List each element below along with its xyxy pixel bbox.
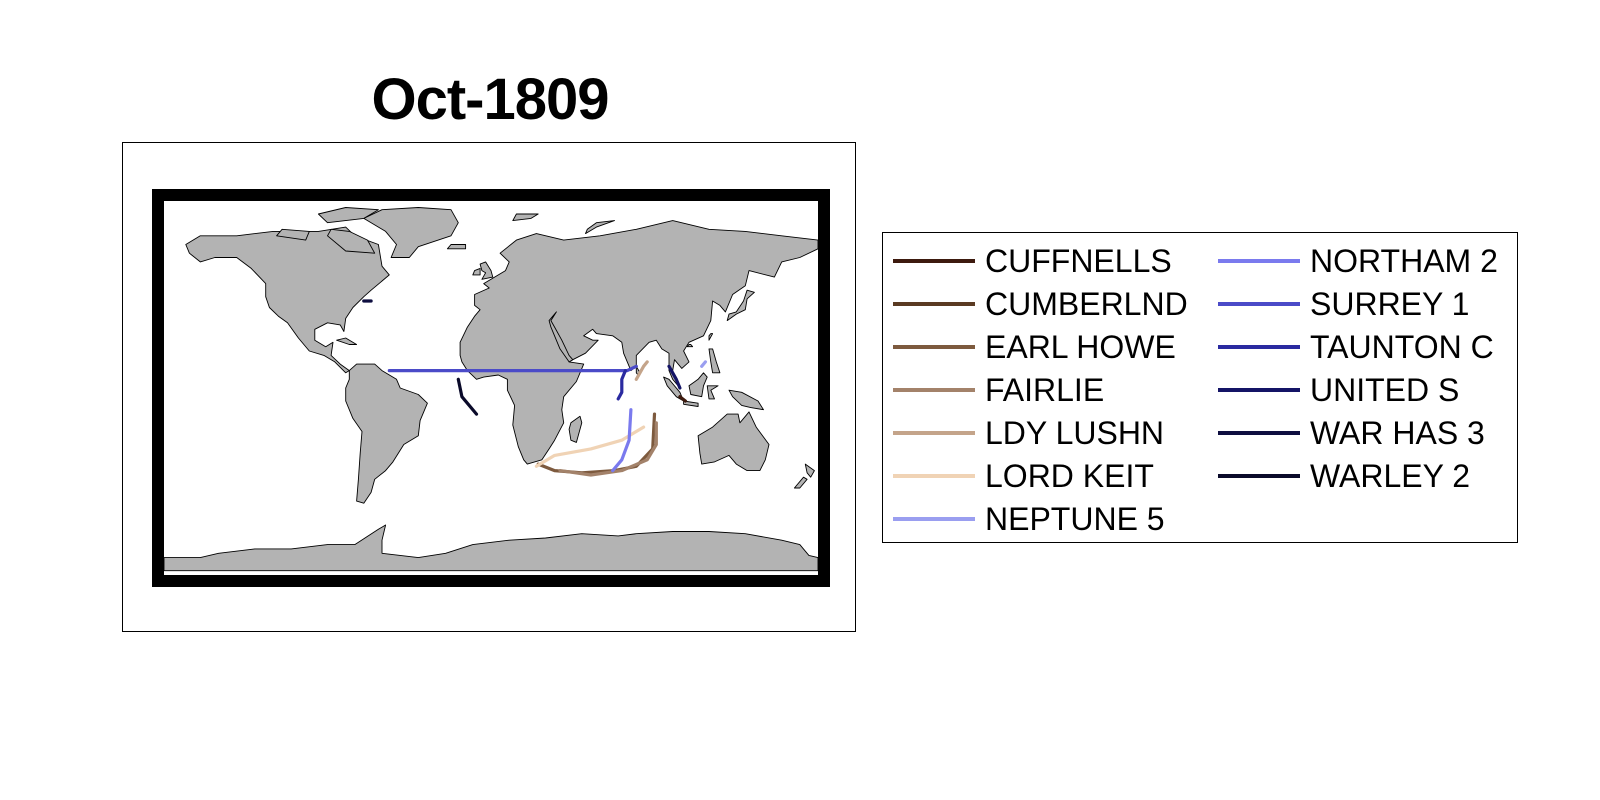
legend-swatch bbox=[893, 516, 975, 521]
land-antarctica bbox=[163, 524, 819, 572]
land-madagascar bbox=[568, 415, 583, 443]
route-warley-2 bbox=[456, 377, 479, 416]
legend: CUFFNELLS CUMBERLND EARL HOWE FAIRLIE LDY LU… bbox=[882, 232, 1518, 543]
legend-swatch bbox=[893, 301, 975, 306]
land-philippines bbox=[708, 348, 721, 374]
map-border bbox=[152, 189, 830, 587]
route-layer bbox=[362, 299, 708, 477]
land-australia bbox=[697, 411, 770, 472]
land-baffin-island bbox=[327, 228, 376, 254]
land-sulawesi bbox=[706, 385, 719, 400]
route-surrey-1 bbox=[387, 364, 638, 373]
map-title: Oct-1809 bbox=[371, 67, 609, 132]
route-neptune-5 bbox=[700, 360, 708, 368]
legend-column-left: CUFFNELLS CUMBERLND EARL HOWE FAIRLIE LDY LU… bbox=[893, 239, 1188, 540]
land-new-zealand-south bbox=[793, 476, 808, 489]
land-new-guinea bbox=[728, 389, 764, 411]
route-ldy-lushn bbox=[634, 360, 649, 381]
land-cuba bbox=[336, 337, 358, 345]
route-fairlie bbox=[558, 421, 658, 477]
legend-item: NEPTUNE 5 bbox=[893, 497, 1188, 540]
legend-swatch bbox=[1218, 387, 1300, 392]
route-united-s bbox=[667, 364, 682, 390]
legend-label: TAUNTON C bbox=[1310, 328, 1494, 365]
legend-label: WARLEY 2 bbox=[1310, 457, 1471, 494]
legend-swatch bbox=[1218, 301, 1300, 306]
legend-item: FAIRLIE bbox=[893, 368, 1188, 411]
land-arabia-gulf-gap bbox=[548, 311, 574, 363]
legend-label: WAR HAS 3 bbox=[1310, 414, 1485, 451]
legend-item: UNITED S bbox=[1218, 368, 1498, 411]
legend-swatch bbox=[1218, 430, 1300, 435]
legend-label: LORD KEIT bbox=[985, 457, 1154, 494]
legend-label: NEPTUNE 5 bbox=[985, 500, 1165, 537]
legend-swatch bbox=[893, 344, 975, 349]
legend-item: LDY LUSHN bbox=[893, 411, 1188, 454]
land-java bbox=[683, 400, 699, 407]
legend-item: NORTHAM 2 bbox=[1218, 239, 1498, 282]
land-borneo bbox=[688, 372, 708, 398]
land-iceland bbox=[446, 244, 467, 250]
legend-label: EARL HOWE bbox=[985, 328, 1176, 365]
legend-item: EARL HOWE bbox=[893, 325, 1188, 368]
legend-swatch bbox=[1218, 258, 1300, 263]
legend-label: FAIRLIE bbox=[985, 371, 1105, 408]
land-ireland bbox=[472, 267, 481, 276]
land-layer bbox=[163, 207, 819, 572]
legend-label: NORTHAM 2 bbox=[1310, 242, 1498, 279]
land-victoria-island bbox=[276, 228, 310, 241]
legend-item: LORD KEIT bbox=[893, 454, 1188, 497]
legend-swatch bbox=[1218, 344, 1300, 349]
legend-swatch bbox=[1218, 473, 1300, 478]
route-taunton-c bbox=[616, 369, 627, 401]
legend-item: SURREY 1 bbox=[1218, 282, 1498, 325]
legend-label: UNITED S bbox=[1310, 371, 1460, 408]
land-novaya-zemlya bbox=[585, 220, 615, 235]
legend-swatch bbox=[893, 387, 975, 392]
legend-swatch bbox=[893, 430, 975, 435]
legend-label: SURREY 1 bbox=[1310, 285, 1470, 322]
legend-label: CUFFNELLS bbox=[985, 242, 1172, 279]
legend-item: CUMBERLND bbox=[893, 282, 1188, 325]
legend-item: TAUNTON C bbox=[1218, 325, 1498, 368]
legend-swatch bbox=[893, 258, 975, 263]
legend-label: LDY LUSHN bbox=[985, 414, 1165, 451]
route-northam-2 bbox=[611, 408, 633, 473]
legend-column-right: NORTHAM 2 SURREY 1 TAUNTON C UNITED S WAR HA… bbox=[1218, 239, 1498, 497]
land-south-america bbox=[345, 363, 428, 504]
land-taiwan bbox=[708, 333, 714, 341]
land-svalbard bbox=[512, 213, 539, 222]
land-japan bbox=[726, 289, 755, 322]
legend-item: CUFFNELLS bbox=[893, 239, 1188, 282]
legend-swatch bbox=[893, 473, 975, 478]
legend-item: WARLEY 2 bbox=[1218, 454, 1498, 497]
legend-item: WAR HAS 3 bbox=[1218, 411, 1498, 454]
land-greenland bbox=[363, 207, 459, 258]
world-map bbox=[152, 189, 830, 587]
legend-label: CUMBERLND bbox=[985, 285, 1188, 322]
land-great-britain bbox=[479, 261, 494, 280]
route-cuffnells bbox=[678, 395, 688, 403]
land-hainan bbox=[686, 344, 694, 348]
land-ellesmere-island bbox=[317, 207, 379, 224]
land-new-zealand-north bbox=[804, 463, 815, 478]
